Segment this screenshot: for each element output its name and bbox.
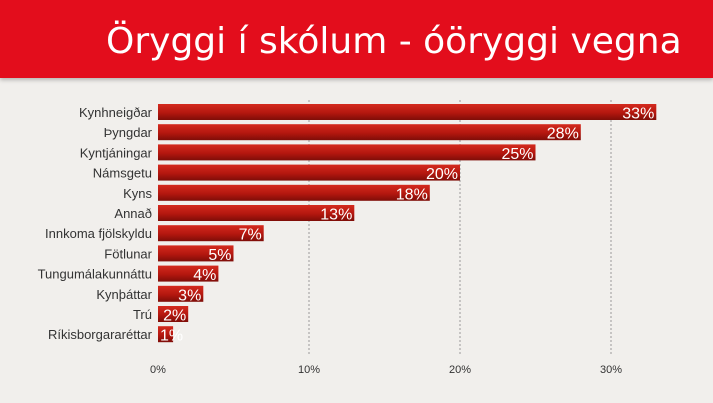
- page-title: Öryggi í skólum - óöryggi vegna: [106, 21, 682, 62]
- x-tick-label: 20%: [449, 364, 471, 376]
- category-label: Námsgetu: [93, 166, 152, 181]
- value-label: 5%: [208, 247, 231, 264]
- value-label: 4%: [193, 267, 216, 284]
- header-banner: Öryggi í skólum - óöryggi vegna: [0, 0, 713, 78]
- category-label: Fötlunar: [104, 246, 152, 261]
- value-label: 28%: [547, 126, 579, 143]
- bar: [158, 205, 355, 221]
- category-label: Kyns: [123, 186, 152, 201]
- bar: [158, 285, 204, 302]
- x-tick-label: 10%: [298, 364, 320, 376]
- category-label: Innkoma fjölskyldu: [45, 226, 152, 241]
- category-label: Kynhneigðar: [79, 105, 153, 120]
- x-tick-label: 30%: [600, 364, 622, 376]
- category-label: Ríkisborgararéttar: [48, 327, 153, 342]
- bar: [158, 265, 219, 282]
- bar: [158, 184, 430, 201]
- category-label: Þyngdar: [104, 125, 153, 140]
- bar: [158, 306, 189, 322]
- bar: [158, 124, 581, 141]
- bar: [158, 326, 174, 343]
- bar: [158, 164, 460, 181]
- category-label: Trú: [133, 307, 152, 322]
- value-label: 7%: [239, 227, 262, 244]
- value-label: 3%: [178, 287, 201, 304]
- value-label: 13%: [320, 207, 352, 224]
- value-label: 33%: [622, 106, 654, 123]
- category-label: Kynþáttar: [96, 287, 152, 302]
- bar: [158, 225, 264, 242]
- category-label: Annað: [114, 206, 152, 221]
- value-label: 20%: [426, 166, 458, 183]
- bar: [158, 245, 234, 262]
- value-label: 25%: [501, 146, 533, 163]
- x-tick-label: 0%: [150, 364, 166, 376]
- value-label: 1%: [160, 328, 183, 345]
- bar: [158, 144, 536, 161]
- value-label: 2%: [163, 308, 186, 325]
- category-label: Tungumálakunnáttu: [38, 267, 152, 282]
- value-label: 18%: [396, 186, 428, 203]
- category-label: Kyntjáningar: [80, 145, 153, 160]
- bar: [158, 104, 657, 120]
